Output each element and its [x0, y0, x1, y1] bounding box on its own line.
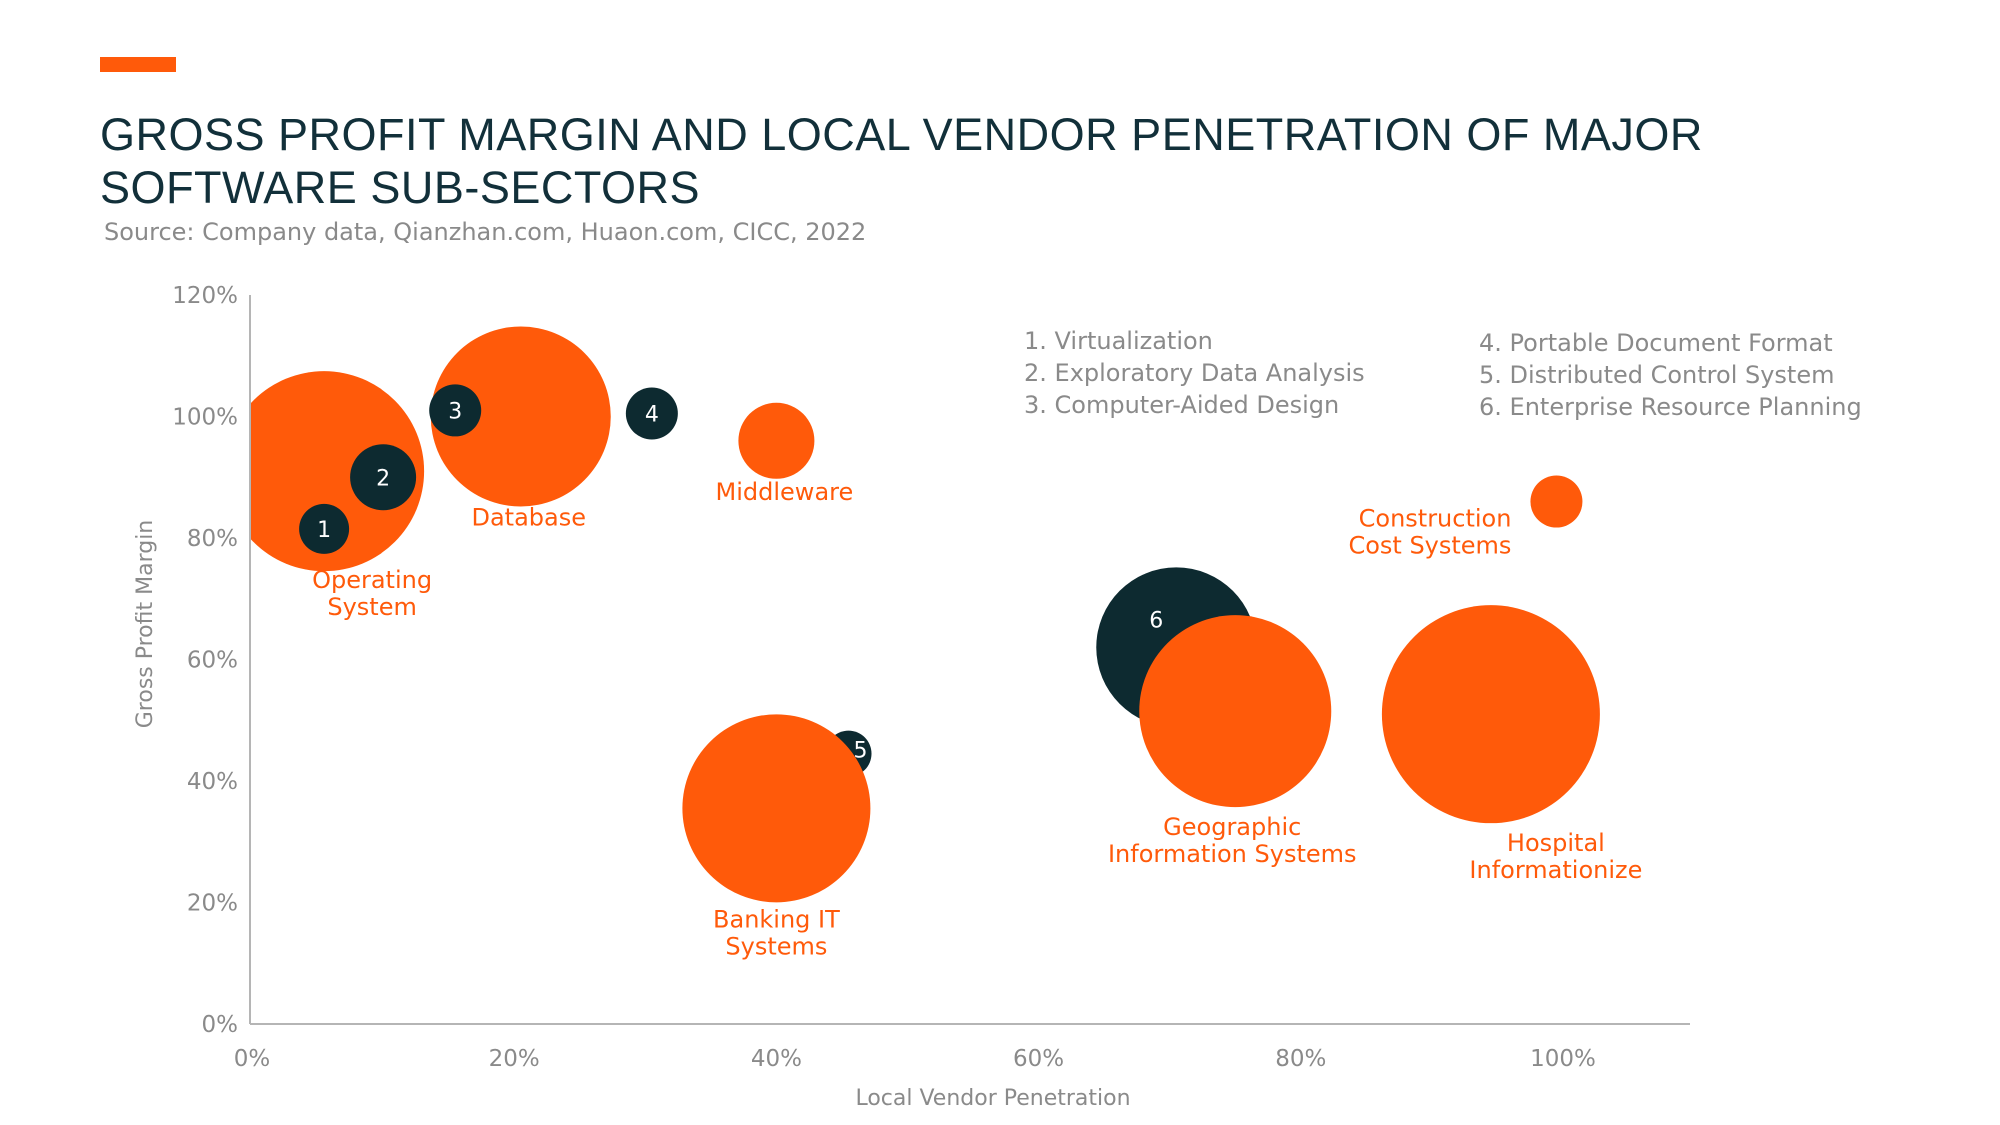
y-axis-title: Gross Profit Margin — [133, 520, 158, 729]
legend-item: 5. Distributed Control System — [1479, 361, 1835, 389]
bubble-number-3: 3 — [448, 399, 462, 424]
legend-item: 4. Portable Document Format — [1479, 329, 1833, 357]
bubble-label-database: Database — [471, 504, 586, 532]
y-tick-label: 0% — [202, 1012, 239, 1038]
bubble-label-construction-cost: Construction — [1359, 505, 1512, 533]
bubble-cad — [429, 384, 482, 437]
chart-title-line-2: SOFTWARE SUB-SECTORS — [100, 162, 701, 213]
legend-item: 6. Enterprise Resource Planning — [1479, 393, 1862, 421]
bubble-virtualization — [299, 503, 350, 554]
bubble-eda — [350, 444, 417, 511]
y-tick-label: 100% — [172, 405, 238, 431]
chart-title: GROSS PROFIT MARGIN AND LOCAL VENDOR PEN… — [100, 108, 1800, 214]
y-tick-label: 80% — [187, 526, 238, 552]
legend-item: 1. Virtualization — [1024, 327, 1213, 355]
y-tick-label: 20% — [187, 891, 238, 917]
chart-source: Source: Company data, Qianzhan.com, Huao… — [104, 218, 867, 246]
bubble-database — [430, 326, 611, 507]
x-axis-title: Local Vendor Penetration — [855, 1086, 1130, 1111]
legend-item: 2. Exploratory Data Analysis — [1024, 359, 1365, 387]
accent-bar — [100, 57, 176, 72]
bubble-banking — [682, 714, 871, 903]
y-tick-label: 120% — [172, 283, 238, 309]
bubble-number-5: 5 — [854, 739, 868, 764]
bubble-label-gis: Information Systems — [1108, 840, 1357, 868]
y-tick-label: 60% — [187, 648, 238, 674]
bubble-number-6: 6 — [1149, 608, 1163, 633]
bubble-label-hospital: Informationize — [1469, 856, 1642, 884]
bubble-label-construction-cost: Cost Systems — [1348, 532, 1511, 560]
x-tick-label: 0% — [234, 1046, 271, 1072]
bubble-label-operating-system: System — [327, 593, 417, 621]
bubble-pdf — [625, 387, 678, 440]
x-tick-label: 20% — [489, 1046, 540, 1072]
bubble-number-4: 4 — [645, 402, 659, 427]
x-tick-label: 60% — [1013, 1046, 1064, 1072]
bubble-label-hospital: Hospital — [1507, 829, 1605, 857]
bubble-gis — [1139, 615, 1332, 808]
bubble-label-gis: Geographic — [1163, 813, 1301, 841]
bubble-label-banking: Banking IT — [713, 905, 840, 933]
bubble-number-1: 1 — [317, 518, 331, 543]
bubble-label-operating-system: Operating — [312, 566, 432, 594]
y-tick-label: 40% — [187, 769, 238, 795]
bubble-label-banking: Systems — [725, 932, 827, 960]
bubble-hospital — [1381, 605, 1600, 824]
legend-item: 3. Computer-Aided Design — [1024, 391, 1339, 419]
bubble-number-2: 2 — [376, 466, 390, 491]
x-tick-label: 80% — [1275, 1046, 1326, 1072]
bubble-middleware — [738, 402, 815, 479]
x-tick-label: 40% — [751, 1046, 802, 1072]
bubble-operating-system — [250, 371, 425, 572]
x-tick-label: 100% — [1530, 1046, 1596, 1072]
bubble-construction-cost — [1530, 475, 1583, 528]
chart-title-line-1: GROSS PROFIT MARGIN AND LOCAL VENDOR PEN… — [100, 109, 1703, 160]
bubble-label-middleware: Middleware — [716, 478, 854, 506]
